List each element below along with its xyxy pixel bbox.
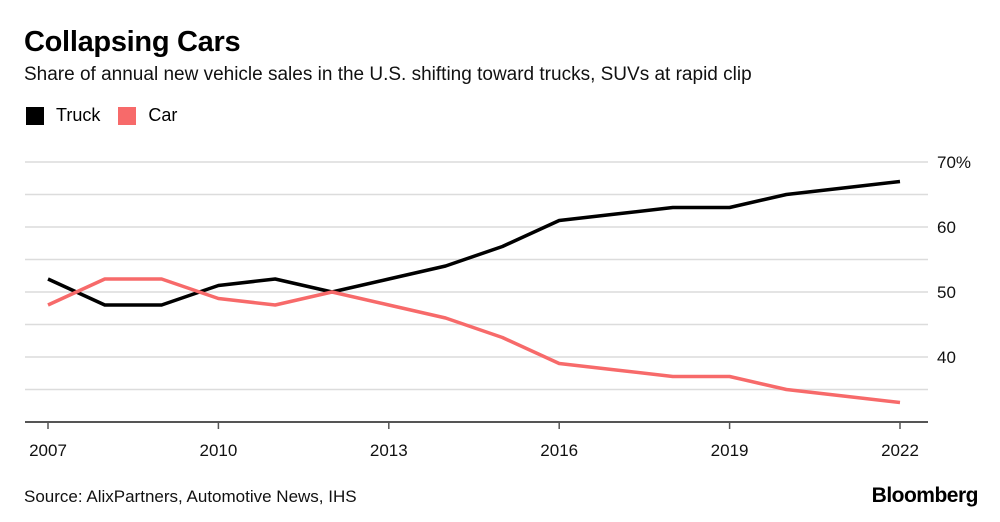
series-line-truck [47, 179, 901, 307]
series-lines [47, 179, 901, 405]
chart-title: Collapsing Cars [24, 26, 241, 58]
x-tick-label-2010: 2010 [199, 441, 237, 460]
legend-item-car: Car [118, 105, 177, 126]
gridlines [25, 161, 928, 391]
source-note: Source: AlixPartners, Automotive News, I… [24, 487, 357, 506]
x-axis: 2007 2010 2013 2016 2019 2022 [25, 421, 928, 460]
chart-subtitle: Share of annual new vehicle sales in the… [24, 64, 752, 85]
legend: Truck Car [26, 105, 195, 126]
x-tick-label-2007: 2007 [29, 441, 67, 460]
x-tick-label-2016: 2016 [540, 441, 578, 460]
x-tick-label-2019: 2019 [711, 441, 749, 460]
legend-label-car: Car [148, 105, 178, 125]
legend-item-truck: Truck [26, 105, 100, 126]
series-line-car [47, 277, 901, 405]
x-tick-label-2022: 2022 [881, 441, 919, 460]
y-tick-label-40: 40 [937, 348, 956, 367]
y-axis-labels: 40 50 60 70% [937, 153, 971, 367]
legend-swatch-car [118, 106, 137, 125]
y-tick-label-70: 70% [937, 153, 971, 172]
y-tick-label-60: 60 [937, 218, 956, 237]
bloomberg-logo: Bloomberg [871, 484, 979, 507]
y-tick-label-50: 50 [937, 283, 956, 302]
legend-swatch-truck [26, 106, 44, 125]
x-tick-label-2013: 2013 [370, 441, 408, 460]
legend-label-truck: Truck [56, 105, 101, 125]
